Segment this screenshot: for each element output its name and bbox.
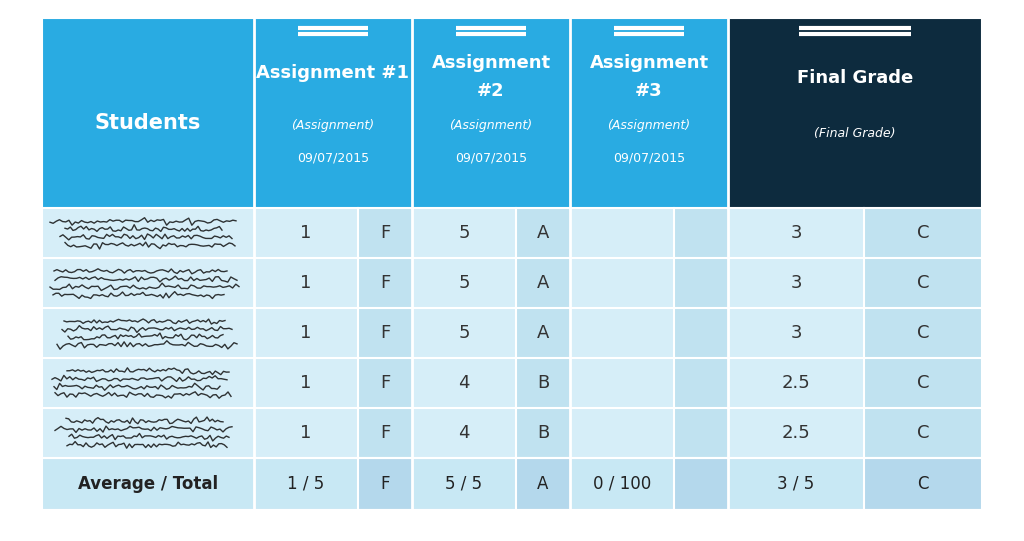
Text: F: F	[380, 475, 390, 493]
Text: 5 / 5: 5 / 5	[445, 475, 482, 493]
Text: 3: 3	[791, 274, 802, 292]
Text: 4: 4	[459, 374, 470, 392]
Bar	[674, 258, 728, 308]
Text: 09/07/2015: 09/07/2015	[613, 151, 685, 164]
Bar	[674, 458, 728, 510]
Text: C: C	[916, 274, 929, 292]
Bar	[864, 208, 982, 258]
Text: 3: 3	[791, 324, 802, 342]
Bar	[864, 458, 982, 510]
Bar	[42, 308, 982, 358]
Text: 4: 4	[459, 424, 470, 442]
Text: 2.5: 2.5	[781, 424, 810, 442]
Bar	[358, 208, 412, 258]
Text: 5: 5	[459, 224, 470, 242]
Text: C: C	[916, 224, 929, 242]
Text: B: B	[537, 424, 549, 442]
Bar	[674, 358, 728, 408]
Bar	[864, 358, 982, 408]
Bar	[42, 458, 982, 510]
Text: C: C	[918, 475, 929, 493]
Text: C: C	[916, 424, 929, 442]
Text: 1 / 5: 1 / 5	[288, 475, 325, 493]
Text: 0 / 100: 0 / 100	[593, 475, 651, 493]
Text: F: F	[380, 274, 390, 292]
Bar	[516, 458, 570, 510]
Text: Final Grade: Final Grade	[797, 69, 913, 87]
Text: (Assignment): (Assignment)	[607, 120, 690, 133]
Bar	[516, 358, 570, 408]
Text: F: F	[380, 374, 390, 392]
Text: 2.5: 2.5	[781, 374, 810, 392]
Text: 09/07/2015: 09/07/2015	[297, 151, 369, 164]
Bar	[358, 258, 412, 308]
Bar	[254, 18, 412, 208]
Bar	[42, 358, 982, 408]
Bar	[42, 408, 982, 458]
Text: Assignment #1: Assignment #1	[256, 64, 410, 82]
Bar	[42, 18, 254, 208]
Text: F: F	[380, 324, 390, 342]
Text: 1: 1	[300, 324, 311, 342]
Text: Students: Students	[95, 113, 201, 133]
Text: 5: 5	[459, 274, 470, 292]
Bar	[516, 208, 570, 258]
Text: A: A	[537, 224, 549, 242]
Text: A: A	[538, 475, 549, 493]
Text: #2: #2	[477, 82, 505, 100]
Bar	[864, 308, 982, 358]
Bar	[516, 308, 570, 358]
Bar	[358, 358, 412, 408]
Text: A: A	[537, 324, 549, 342]
Text: Average / Total: Average / Total	[78, 475, 218, 493]
Text: F: F	[380, 424, 390, 442]
Text: Assignment: Assignment	[590, 54, 709, 72]
Bar	[674, 408, 728, 458]
Text: C: C	[916, 374, 929, 392]
Text: B: B	[537, 374, 549, 392]
Text: (Assignment): (Assignment)	[292, 120, 375, 133]
Text: #3: #3	[635, 82, 663, 100]
Bar	[674, 308, 728, 358]
Text: 09/07/2015: 09/07/2015	[455, 151, 527, 164]
Text: (Assignment): (Assignment)	[450, 120, 532, 133]
Text: 1: 1	[300, 424, 311, 442]
Text: 5: 5	[459, 324, 470, 342]
Text: 1: 1	[300, 274, 311, 292]
Bar	[516, 408, 570, 458]
Bar	[570, 18, 728, 208]
Text: F: F	[380, 224, 390, 242]
Bar	[864, 408, 982, 458]
Text: Assignment: Assignment	[431, 54, 551, 72]
Bar	[674, 208, 728, 258]
Text: C: C	[916, 324, 929, 342]
Bar	[864, 258, 982, 308]
Text: 3 / 5: 3 / 5	[777, 475, 815, 493]
Bar	[358, 458, 412, 510]
Bar	[412, 18, 570, 208]
Bar	[358, 408, 412, 458]
Text: 1: 1	[300, 374, 311, 392]
Text: A: A	[537, 274, 549, 292]
Text: 3: 3	[791, 224, 802, 242]
Bar	[42, 208, 982, 258]
Bar	[42, 258, 982, 308]
Text: (Final Grade): (Final Grade)	[814, 127, 896, 140]
Bar	[728, 18, 982, 208]
Bar	[358, 308, 412, 358]
Text: 1: 1	[300, 224, 311, 242]
Bar	[516, 258, 570, 308]
